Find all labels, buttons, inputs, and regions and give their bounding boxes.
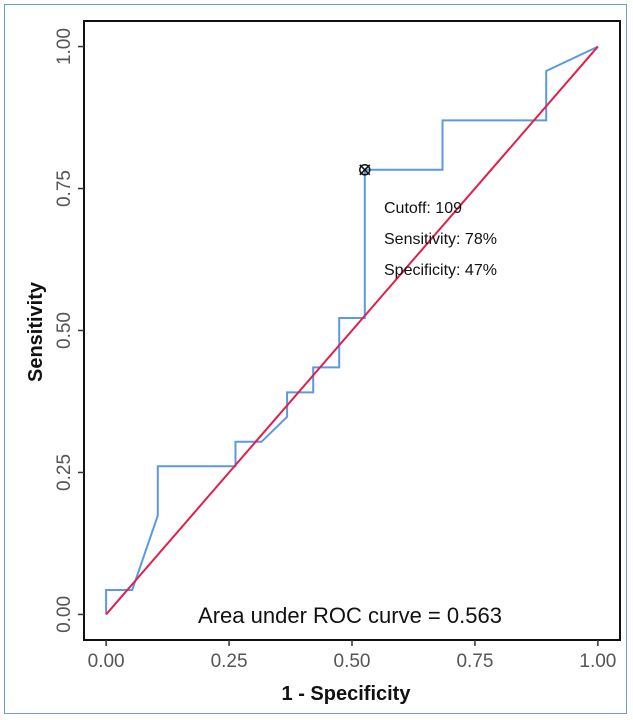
y-axis-label: Sensitivity xyxy=(25,281,47,382)
auc-label: Area under ROC curve = 0.563 xyxy=(198,603,502,628)
sensitivity-annotation: Sensitivity: 78% xyxy=(384,231,497,248)
cutoff-marker-cross xyxy=(359,164,371,176)
y-tick-label: 0.25 xyxy=(54,454,75,491)
x-tick-label: 0.50 xyxy=(334,651,371,672)
y-tick-label: 0.50 xyxy=(54,312,75,349)
cutoff-point-marker xyxy=(359,164,371,176)
roc-curve-line xyxy=(105,45,599,615)
y-tick-label: 1.00 xyxy=(54,28,75,65)
cutoff-annotation: Cutoff: 109 xyxy=(384,200,462,217)
x-tick-label: 0.75 xyxy=(456,651,493,672)
cutoff-marker-circle xyxy=(359,164,371,176)
chart-frame xyxy=(4,4,627,714)
specificity-annotation: Specificity: 47% xyxy=(384,262,497,279)
x-tick-label: 1.00 xyxy=(579,651,616,672)
y-tick-label: 0.00 xyxy=(54,596,75,633)
x-tick-label: 0.25 xyxy=(211,651,248,672)
x-axis-label: 1 - Specificity xyxy=(282,683,412,705)
reference-diagonal-line xyxy=(105,45,599,616)
x-tick-label: 0.00 xyxy=(88,651,125,672)
y-tick-label: 0.75 xyxy=(54,170,75,207)
